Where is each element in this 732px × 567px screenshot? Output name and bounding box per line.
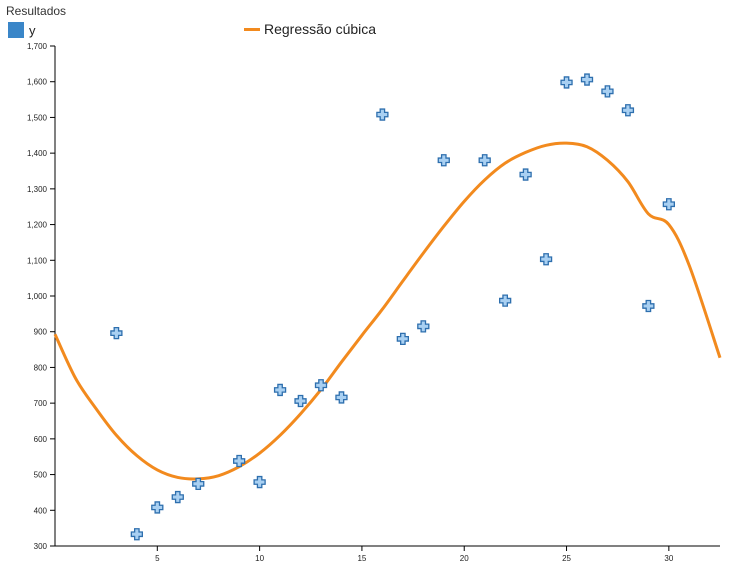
legend-item-regression[interactable]: Regressão cúbica bbox=[244, 21, 376, 37]
legend-item-y[interactable]: y bbox=[8, 22, 36, 38]
data-point[interactable] bbox=[151, 501, 164, 514]
data-point[interactable] bbox=[662, 198, 675, 211]
data-point[interactable] bbox=[233, 454, 246, 468]
data-point[interactable] bbox=[294, 394, 307, 408]
regression-line bbox=[53, 141, 722, 481]
data-point[interactable] bbox=[560, 76, 573, 89]
y-tick-label-700: 700 bbox=[34, 399, 48, 408]
y-tick-label-500: 500 bbox=[34, 471, 48, 480]
y-tick-label-900: 900 bbox=[34, 328, 48, 337]
data-point[interactable] bbox=[273, 383, 287, 397]
y-tick-label-1500: 1,500 bbox=[27, 113, 48, 122]
data-point[interactable] bbox=[253, 475, 266, 489]
x-tick-label-25: 25 bbox=[562, 554, 571, 563]
x-tick-label-15: 15 bbox=[357, 554, 366, 563]
legend-line-regression bbox=[244, 27, 260, 31]
x-tick-label-30: 30 bbox=[664, 554, 673, 563]
data-point[interactable] bbox=[642, 299, 655, 313]
y-tick-label-800: 800 bbox=[34, 363, 48, 372]
data-point[interactable] bbox=[376, 108, 389, 121]
data-point[interactable] bbox=[130, 528, 143, 541]
y-tick-label-1300: 1,300 bbox=[27, 185, 48, 194]
data-point[interactable] bbox=[335, 391, 348, 404]
y-tick-label-1700: 1,700 bbox=[27, 42, 48, 51]
data-point[interactable] bbox=[314, 379, 328, 392]
data-point[interactable] bbox=[519, 168, 532, 181]
data-point[interactable] bbox=[539, 253, 553, 266]
data-point[interactable] bbox=[437, 154, 450, 167]
y-tick-label-1600: 1,600 bbox=[27, 78, 48, 87]
data-point[interactable] bbox=[171, 490, 184, 504]
y-tick-label-1200: 1,200 bbox=[27, 221, 48, 230]
chart-title: Resultados bbox=[6, 4, 67, 18]
data-point[interactable] bbox=[499, 294, 512, 307]
data-point[interactable] bbox=[192, 477, 205, 491]
legend-label-regression: Regressão cúbica bbox=[264, 21, 377, 37]
y-tick-label-1100: 1,100 bbox=[27, 256, 48, 265]
data-point[interactable] bbox=[478, 154, 491, 167]
data-point[interactable] bbox=[396, 332, 409, 346]
data-point[interactable] bbox=[417, 320, 430, 333]
data-point[interactable] bbox=[601, 85, 614, 98]
legend-label-y: y bbox=[29, 22, 36, 38]
y-tick-label-1000: 1,000 bbox=[27, 292, 48, 301]
legend-swatch-y bbox=[8, 22, 24, 38]
x-tick-label-10: 10 bbox=[255, 554, 264, 563]
x-tick-label-20: 20 bbox=[460, 554, 469, 563]
y-tick-label-400: 400 bbox=[34, 506, 48, 515]
data-point[interactable] bbox=[621, 104, 635, 117]
y-tick-label-300: 300 bbox=[34, 542, 48, 551]
data-point[interactable] bbox=[580, 73, 594, 86]
y-tick-label-1400: 1,400 bbox=[27, 149, 48, 158]
data-point[interactable] bbox=[110, 326, 123, 340]
x-tick-label-5: 5 bbox=[155, 554, 160, 563]
y-tick-label-600: 600 bbox=[34, 435, 48, 444]
